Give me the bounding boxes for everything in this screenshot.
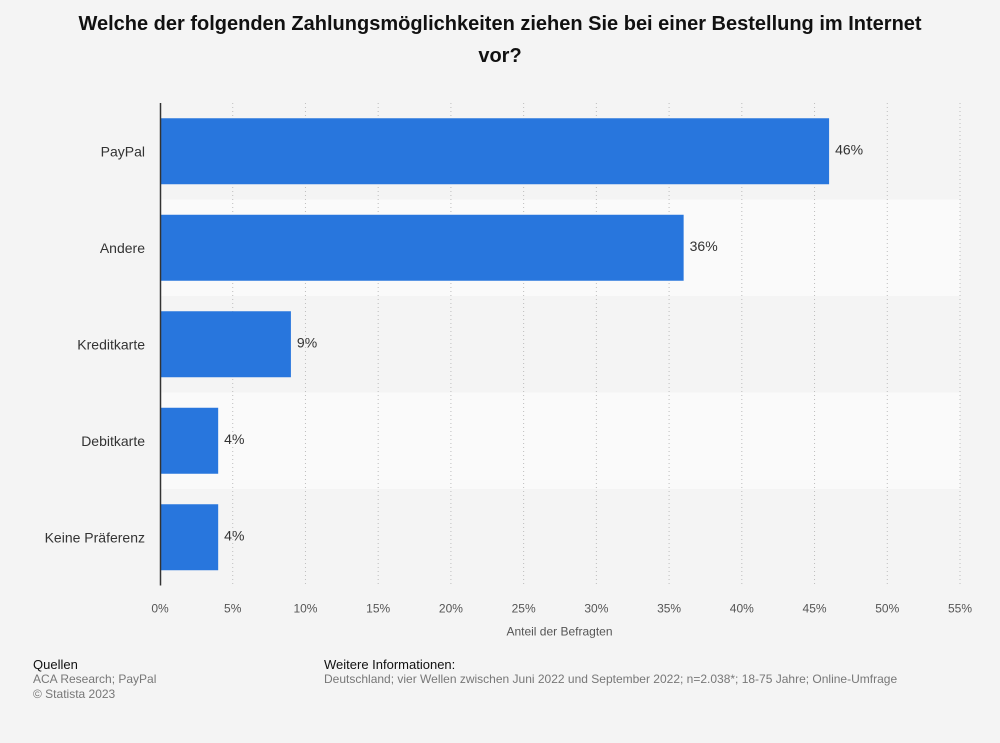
value-label: 36%	[690, 238, 718, 254]
x-tick-label: 25%	[512, 602, 536, 616]
bar[interactable]	[160, 118, 830, 185]
value-label: 9%	[297, 334, 317, 350]
row-band	[160, 392, 960, 489]
info-block: Weitere Informationen: Deutschland; vier…	[324, 657, 897, 687]
x-tick-label: 0%	[151, 602, 169, 616]
bar-chart: 0% 5% 10% 15% 20% 25% 30% 35% 40% 45% 50% 55% PayPal…	[45, 103, 972, 639]
bar[interactable]	[160, 214, 684, 281]
bar[interactable]	[160, 311, 291, 378]
x-tick-label: 20%	[439, 602, 463, 616]
sources-block: Quellen ACA Research; PayPal © Statista …	[33, 657, 156, 702]
x-tick-label: 10%	[293, 602, 317, 616]
sources-heading: Quellen	[33, 657, 78, 672]
x-tick-label: 50%	[875, 602, 899, 616]
x-tick-label: 40%	[730, 602, 754, 616]
copyright-text: © Statista 2023	[33, 687, 116, 701]
bar[interactable]	[160, 407, 219, 474]
x-tick-label: 45%	[803, 602, 827, 616]
info-text: Deutschland; vier Wellen zwischen Juni 2…	[324, 672, 898, 686]
category-label: Andere	[100, 240, 145, 256]
value-label: 46%	[835, 141, 863, 157]
info-heading: Weitere Informationen:	[324, 657, 456, 672]
x-tick-label: 30%	[584, 602, 608, 616]
row-band	[160, 296, 960, 393]
category-label: PayPal	[101, 143, 145, 159]
x-tick-label: 35%	[657, 602, 681, 616]
row-band	[160, 489, 960, 586]
bar[interactable]	[160, 504, 219, 571]
x-tick-label: 15%	[366, 602, 390, 616]
value-label: 4%	[224, 527, 244, 543]
category-label: Kreditkarte	[77, 336, 145, 352]
category-label: Debitkarte	[81, 433, 145, 449]
sources-text[interactable]: ACA Research; PayPal	[33, 672, 157, 686]
chart-title: Welche der folgenden Zahlungsmöglichkeit…	[78, 13, 922, 67]
x-axis-title: Anteil der Befragten	[506, 625, 612, 639]
category-label: Keine Präferenz	[45, 529, 145, 545]
value-label: 4%	[224, 431, 244, 447]
x-tick-label: 5%	[224, 602, 242, 616]
x-tick-label: 55%	[948, 602, 972, 616]
